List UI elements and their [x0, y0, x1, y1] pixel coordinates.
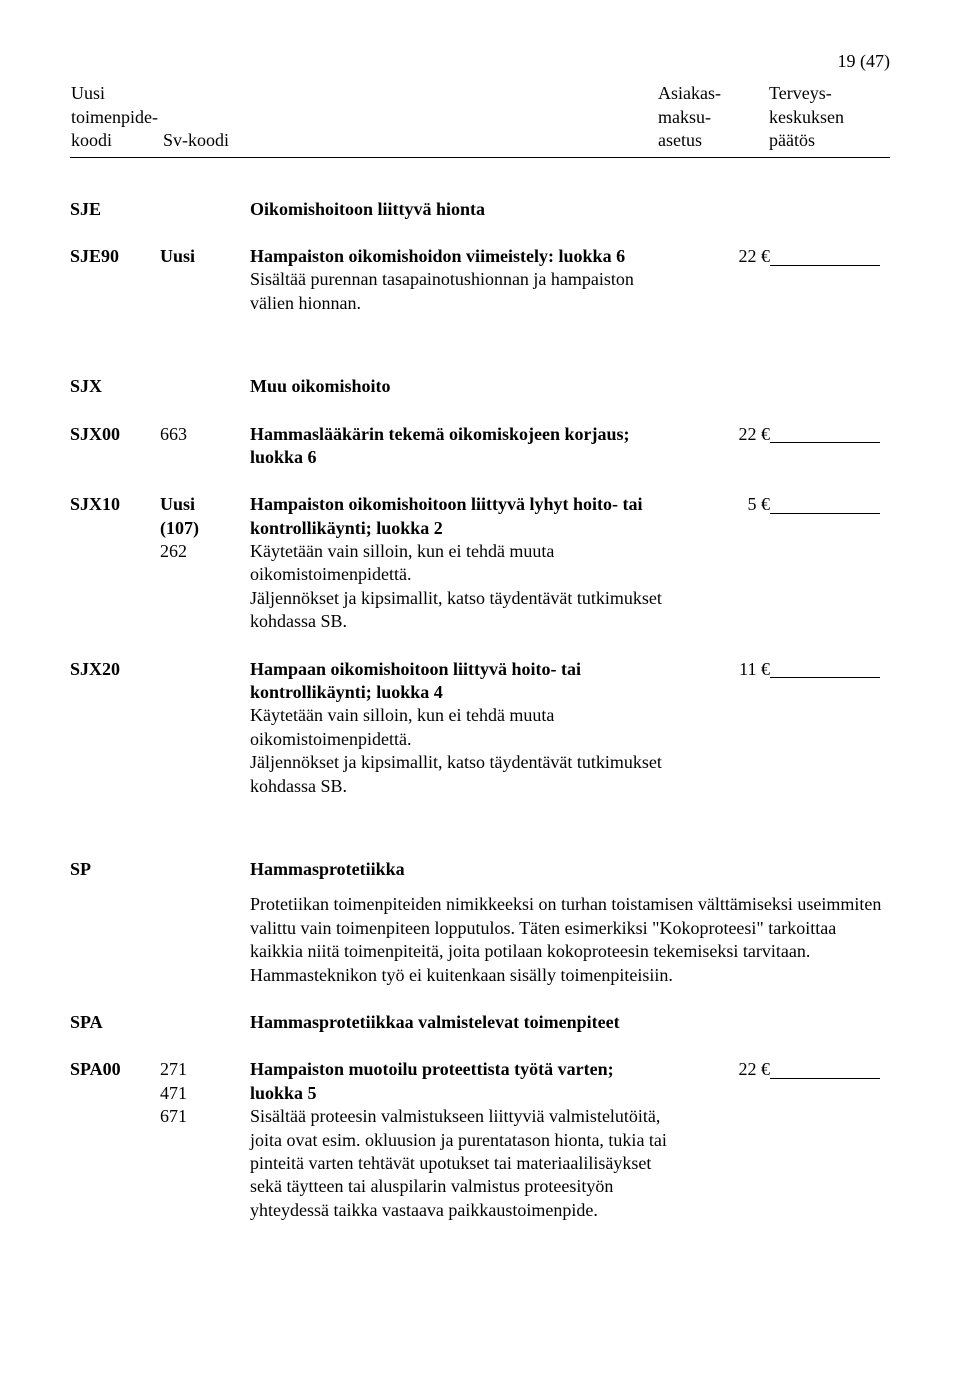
price-sje90: 22 € — [670, 245, 770, 315]
row-spa00: SPA00 271 471 671 Hampaiston muotoilu pr… — [70, 1058, 890, 1222]
header-col3-line1: Asiakas- — [658, 83, 721, 103]
price-sjx20: 11 € — [670, 658, 770, 798]
header-col4-line1: Terveys- — [769, 83, 832, 103]
price-sjx00: 22 € — [670, 423, 770, 470]
desc-spa00: Sisältää proteesin valmistukseen liittyv… — [250, 1106, 667, 1220]
code-sp: SP — [70, 858, 160, 881]
sp-paragraph: Protetiikan toimenpiteiden nimikkeeksi o… — [250, 893, 890, 987]
header-col4-line2: keskuksen — [769, 107, 844, 127]
row-sjx10: SJX10 Uusi (107) 262 Hampaiston oikomish… — [70, 493, 890, 633]
sv-spa00-1: 271 — [160, 1059, 187, 1079]
row-sjx20: SJX20 Hampaan oikomishoitoon liittyvä ho… — [70, 658, 890, 798]
decision-line — [770, 493, 880, 514]
header-col1-line3: koodi — [71, 130, 112, 150]
title-sjx00: Hammaslääkärin tekemä oikomiskojeen korj… — [250, 424, 630, 467]
decision-line — [770, 245, 880, 266]
title-sje90: Hampaiston oikomishoidon viimeistely: lu… — [250, 246, 625, 266]
title-sje: Oikomishoitoon liittyvä hionta — [250, 198, 670, 221]
section-sp: SP Hammasprotetiikka — [70, 858, 890, 881]
header-col3-line3: asetus — [658, 130, 702, 150]
code-sjx10: SJX10 — [70, 493, 160, 633]
section-sjx: SJX Muu oikomishoito — [70, 375, 890, 398]
decision-line — [770, 1058, 880, 1079]
desc-sje90: Sisältää purennan tasapainotushionnan ja… — [250, 269, 634, 312]
sv-sjx00: 663 — [160, 423, 250, 470]
title-sp: Hammasprotetiikka — [250, 858, 670, 881]
code-sje90: SJE90 — [70, 245, 160, 315]
header-col1-line2: toimenpide- — [71, 107, 158, 127]
title-sjx20: Hampaan oikomishoitoon liittyvä hoito- t… — [250, 659, 581, 702]
para-sp: Protetiikan toimenpiteiden nimikkeeksi o… — [70, 893, 890, 987]
decision-line — [770, 658, 880, 679]
sv-sjx10-2: (107) — [160, 518, 199, 538]
code-spa00: SPA00 — [70, 1058, 160, 1222]
code-sjx00: SJX00 — [70, 423, 160, 470]
sv-sjx10-3: 262 — [160, 541, 187, 561]
row-sje90: SJE90 Uusi Hampaiston oikomishoidon viim… — [70, 245, 890, 315]
row-sjx00: SJX00 663 Hammaslääkärin tekemä oikomisk… — [70, 423, 890, 470]
code-spa: SPA — [70, 1011, 160, 1034]
header-col4-line3: päätös — [769, 130, 815, 150]
code-sjx20: SJX20 — [70, 658, 160, 798]
decision-line — [770, 423, 880, 444]
price-spa00: 22 € — [670, 1058, 770, 1222]
title-spa00: Hampaiston muotoilu proteettista työtä v… — [250, 1059, 614, 1102]
title-sjx: Muu oikomishoito — [250, 375, 670, 398]
column-header: Uusi toimenpide- koodi Sv-koodi Asiakas-… — [70, 81, 890, 157]
sv-spa00-2: 471 — [160, 1083, 187, 1103]
sv-sje90: Uusi — [160, 245, 250, 315]
section-spa: SPA Hammasprotetiikkaa valmistelevat toi… — [70, 1011, 890, 1034]
header-col3-line2: maksu- — [658, 107, 711, 127]
code-sjx: SJX — [70, 375, 160, 398]
page-number: 19 (47) — [70, 50, 890, 73]
title-spa: Hammasprotetiikkaa valmistelevat toimenp… — [250, 1011, 670, 1034]
title-sjx10: Hampaiston oikomishoitoon liittyvä lyhyt… — [250, 494, 643, 537]
code-sje: SJE — [70, 198, 160, 221]
sv-spa00-3: 671 — [160, 1106, 187, 1126]
section-sje: SJE Oikomishoitoon liittyvä hionta — [70, 198, 890, 221]
header-col1-line1: Uusi — [71, 83, 105, 103]
sv-sjx10-1: Uusi — [160, 494, 195, 514]
price-sjx10: 5 € — [670, 493, 770, 633]
desc-sjx20: Käytetään vain silloin, kun ei tehdä muu… — [250, 705, 662, 795]
header-col2: Sv-koodi — [163, 130, 229, 150]
desc-sjx10: Käytetään vain silloin, kun ei tehdä muu… — [250, 541, 662, 631]
